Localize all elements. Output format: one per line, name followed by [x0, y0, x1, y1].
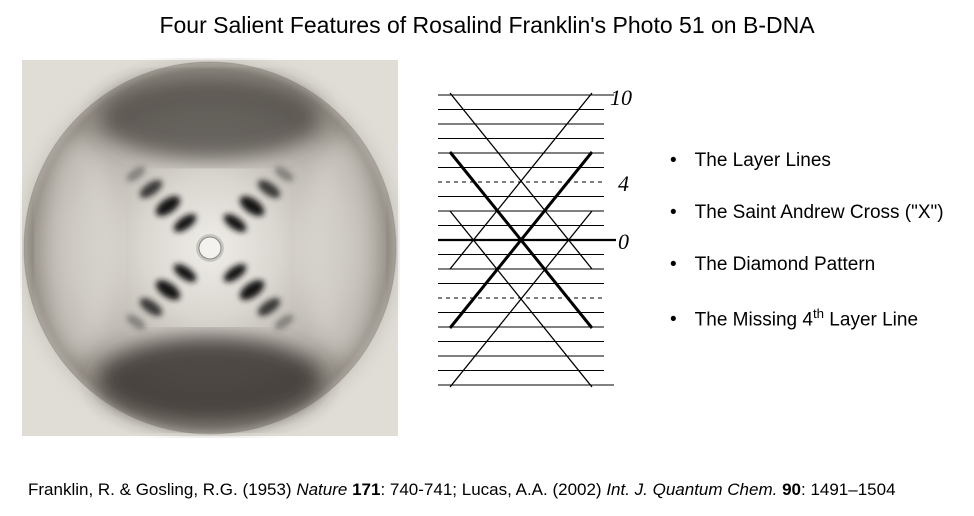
list-item: The Layer Lines — [670, 150, 960, 172]
list-item: The Saint Andrew Cross ("X") — [670, 202, 960, 224]
photo-51 — [20, 58, 400, 438]
label-0: 0 — [618, 229, 629, 255]
label-4: 4 — [618, 171, 629, 197]
label-10: 10 — [610, 85, 632, 111]
list-item: The Missing 4th Layer Line — [670, 306, 960, 331]
list-item: The Diamond Pattern — [670, 254, 960, 276]
feature-list: The Layer Lines The Saint Andrew Cross (… — [670, 150, 960, 361]
citation: Franklin, R. & Gosling, R.G. (1953) Natu… — [28, 480, 896, 500]
page-title: Four Salient Features of Rosalind Frankl… — [0, 12, 974, 39]
layer-line-diagram: 10 4 0 — [420, 85, 640, 395]
